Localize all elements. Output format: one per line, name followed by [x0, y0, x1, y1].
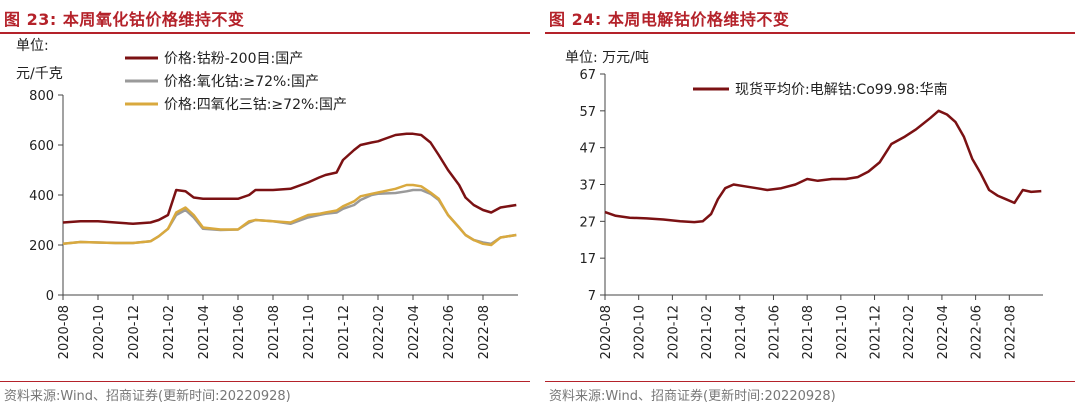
y-tick-label: 57: [579, 105, 596, 120]
unit-label: 元/千克: [16, 66, 63, 82]
y-tick-label: 600: [29, 139, 54, 154]
x-tick-label: 2021-10: [302, 305, 317, 359]
x-tick-label: 2022-02: [902, 305, 917, 359]
chart-svg: 单位: 万元/吨 7 17 27 37 47 57 67 2020-08 2020-10 2020-…: [565, 50, 1043, 359]
y-tick-label: 7: [588, 289, 596, 304]
x-tick-label: 2021-10: [835, 305, 850, 359]
source-divider: [545, 381, 1075, 382]
source-note: 资料来源:Wind、招商证券(更新时间:20220928): [549, 389, 836, 404]
series-line-2: [62, 183, 517, 247]
chart-panel-right: 图 24: 本周电解钴价格维持不变 单位: 万元/吨 7 17 27 37 47 57 67 2…: [545, 0, 1080, 413]
x-tick-label: 2021-06: [767, 305, 782, 359]
y-tick-label: 37: [579, 179, 596, 194]
legend-label: 价格:氧化钴:≥72%:国产: [164, 74, 319, 90]
x-tick-label: 2021-12: [869, 305, 884, 359]
y-tick-label: 47: [579, 142, 596, 157]
x-tick-label: 2021-06: [232, 305, 247, 359]
title-divider: [545, 32, 1075, 34]
y-tick-label: 67: [579, 68, 596, 83]
x-tick-label: 2020-12: [666, 305, 681, 359]
unit-label: 单位: 万元/吨: [565, 50, 649, 66]
source-note: 资料来源:Wind、招商证券(更新时间:20220928): [4, 389, 291, 404]
legend-label: 现货平均价:电解钴:Co99.98:华南: [735, 81, 948, 98]
y-tick-label: 800: [29, 89, 54, 104]
title-divider: [0, 32, 530, 34]
x-tick-label: 2022-08: [477, 305, 492, 359]
chart-svg: 单位: 元/千克 0 200 400 600 800 2020-08 2020-10 2020-1…: [16, 38, 518, 359]
y-tick-label: 17: [579, 252, 596, 267]
figure-label: 图 23:: [4, 10, 57, 29]
x-tick-label: 2020-08: [599, 305, 614, 359]
x-tick-label: 2020-08: [57, 305, 72, 359]
x-tick-label: 2020-12: [127, 305, 142, 359]
figure-title: 图 23: 本周氧化钴价格维持不变: [4, 6, 244, 30]
x-tick-label: 2020-10: [633, 305, 648, 359]
legend-label: 价格:四氧化三钴:≥72%:国产: [164, 97, 347, 113]
figure-title-text: 本周氧化钴价格维持不变: [62, 10, 245, 29]
x-tick-label: 2022-02: [372, 305, 387, 359]
x-tick-label: 2021-04: [197, 305, 212, 359]
x-tick-label: 2021-02: [700, 305, 715, 359]
y-tick-label: 200: [29, 239, 54, 254]
x-tick-label: 2021-02: [162, 305, 177, 359]
x-tick-label: 2021-08: [267, 305, 282, 359]
series-line-0: [604, 109, 1042, 224]
x-tick-label: 2021-08: [801, 305, 816, 359]
x-tick-label: 2022-08: [1003, 305, 1018, 359]
chart-panel-left: 图 23: 本周氧化钴价格维持不变 单位: 元/千克 0 200 400 600 800 20…: [0, 6, 530, 404]
x-tick-label: 2022-06: [970, 305, 985, 359]
source-divider: [0, 381, 530, 382]
unit-label: 单位:: [16, 38, 49, 54]
x-tick-label: 2022-04: [407, 305, 422, 359]
series-line-0: [62, 132, 517, 226]
figure-label: 图 24:: [549, 10, 602, 29]
y-tick-label: 400: [29, 189, 54, 204]
x-tick-label: 2022-06: [442, 305, 457, 359]
y-tick-label: 27: [579, 215, 596, 230]
figure-title-text: 本周电解钴价格维持不变: [607, 10, 790, 29]
x-tick-label: 2022-04: [936, 305, 951, 359]
y-tick-label: 0: [46, 289, 54, 304]
figure-title: 图 24: 本周电解钴价格维持不变: [549, 6, 789, 30]
legend-label: 价格:钴粉-200目:国产: [164, 51, 303, 67]
x-tick-label: 2020-10: [92, 305, 107, 359]
x-tick-label: 2021-12: [337, 305, 352, 359]
x-tick-label: 2021-04: [734, 305, 749, 359]
